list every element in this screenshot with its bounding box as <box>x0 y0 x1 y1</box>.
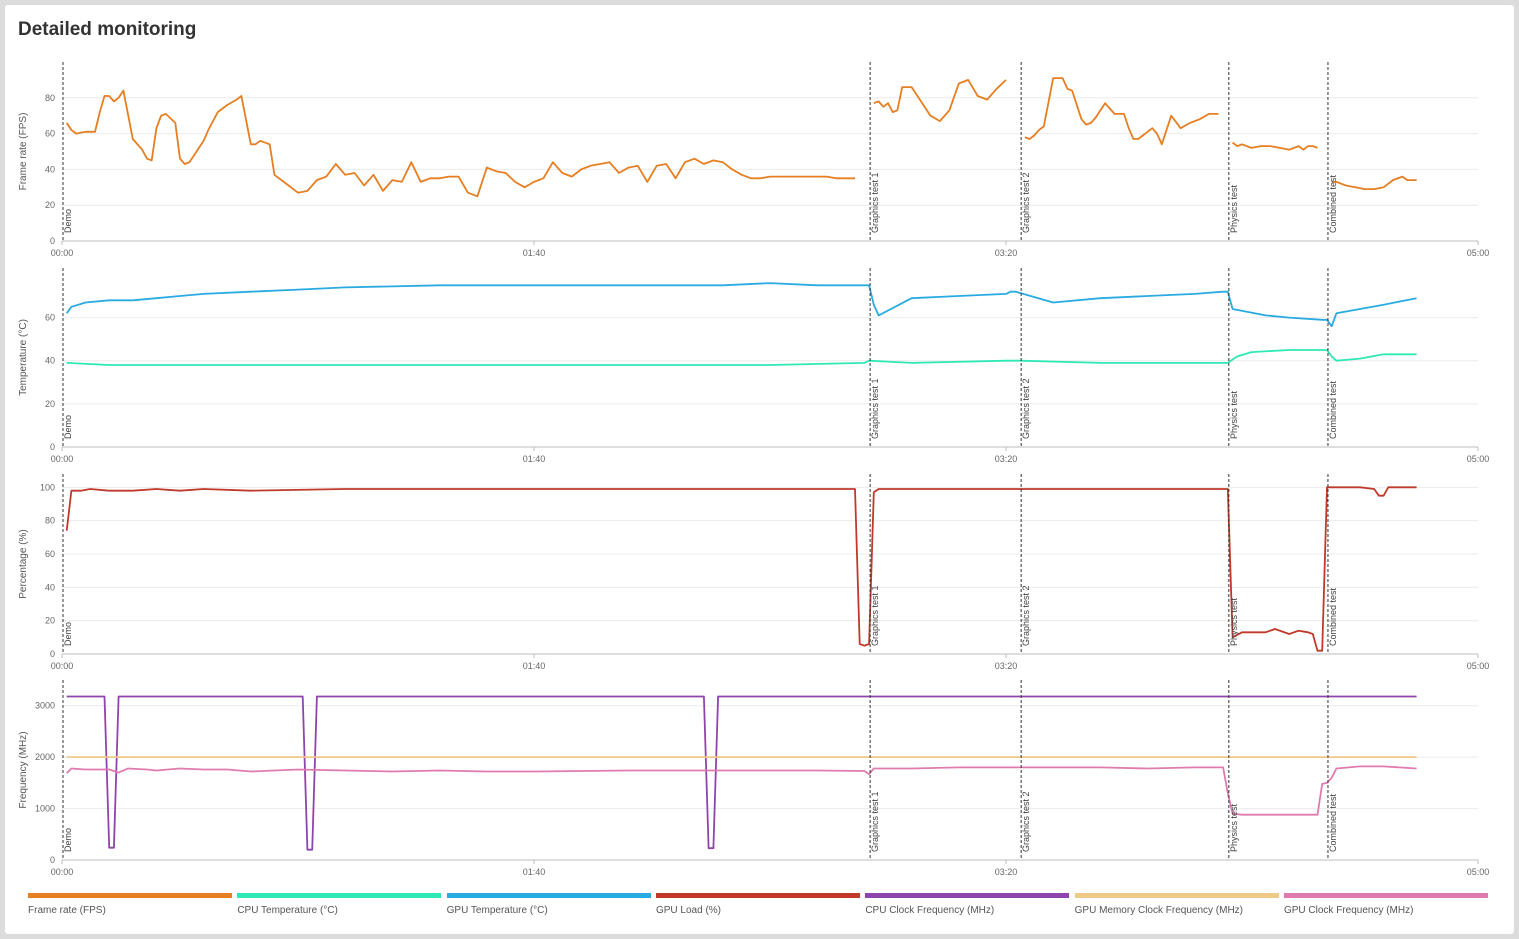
series-line <box>1024 77 1219 146</box>
phase-label: Combined test <box>1328 587 1338 646</box>
x-tick-label: 03:20 <box>995 454 1018 464</box>
y-tick-label: 100 <box>40 482 55 492</box>
phase-label: Graphics test 1 <box>870 585 880 646</box>
phase-label: Physics test <box>1229 803 1239 852</box>
legend-item[interactable]: GPU Temperature (°C) <box>446 893 651 923</box>
chart-3: 0 20 40 60 80 100 00:00 01:40 03:20 05:00 Percenta… <box>18 474 1489 671</box>
chart-1: 0 20 40 60 80 00:00 01:40 03:20 05:00 Frame rate … <box>18 62 1489 258</box>
series-line <box>1232 141 1318 151</box>
legend-item[interactable]: CPU Clock Frequency (MHz) <box>865 893 1070 923</box>
y-tick-label: 40 <box>45 164 55 174</box>
legend-swatch <box>1074 893 1279 898</box>
series-line <box>873 79 1007 122</box>
x-tick-label: 01:40 <box>523 248 546 258</box>
y-tick-label: 40 <box>45 356 55 366</box>
phase-label: Combined test <box>1328 793 1338 852</box>
detailed-monitoring-panel: Detailed monitoring 0 20 40 60 80 00:00 01:40 0… <box>5 5 1514 934</box>
y-tick-label: 80 <box>45 93 55 103</box>
legend-label: GPU Clock Frequency (MHz) <box>1283 905 1414 916</box>
legend-swatch <box>655 893 860 898</box>
x-tick-label: 00:00 <box>51 867 74 877</box>
phase-label: Graphics test 1 <box>870 378 880 439</box>
phase-label: Physics test <box>1229 597 1239 646</box>
legend-item[interactable]: CPU Temperature (°C) <box>237 893 442 923</box>
y-tick-label: 20 <box>45 616 55 626</box>
y-axis-label: Frame rate (FPS) <box>18 113 29 191</box>
series-line <box>66 349 1417 366</box>
legend-swatch <box>237 893 442 898</box>
phase-label: Graphics test 2 <box>1021 791 1031 852</box>
y-tick-label: 60 <box>45 129 55 139</box>
y-axis-label: Frequency (MHz) <box>18 731 29 808</box>
monitoring-charts: 0 20 40 60 80 00:00 01:40 03:20 05:00 Frame rate … <box>18 62 1489 877</box>
phase-label: Graphics test 2 <box>1021 378 1031 439</box>
x-tick-label: 01:40 <box>523 867 546 877</box>
x-tick-label: 00:00 <box>51 248 74 258</box>
y-tick-label: 60 <box>45 313 55 323</box>
legend-label: GPU Load (%) <box>655 905 722 916</box>
legend-item[interactable]: GPU Load (%) <box>655 893 860 923</box>
phase-label: Graphics test 1 <box>870 172 880 233</box>
x-tick-label: 05:00 <box>1467 661 1490 671</box>
phase-label: Demo <box>63 415 73 439</box>
legend-label: Frame rate (FPS) <box>28 905 106 916</box>
y-tick-label: 20 <box>45 200 55 210</box>
x-tick-label: 03:20 <box>995 248 1018 258</box>
phase-label: Physics test <box>1229 184 1239 233</box>
y-tick-label: 20 <box>45 399 55 409</box>
x-tick-label: 01:40 <box>523 454 546 464</box>
y-tick-label: 0 <box>50 442 55 452</box>
series-line <box>65 282 1417 328</box>
x-tick-label: 00:00 <box>51 454 74 464</box>
x-tick-label: 00:00 <box>51 661 74 671</box>
chart-legend: Frame rate (FPS) CPU Temperature (°C) GPU … <box>28 893 1488 923</box>
series-line <box>66 765 1417 816</box>
x-tick-label: 01:40 <box>523 661 546 671</box>
y-tick-label: 2000 <box>35 752 55 762</box>
legend-label: GPU Memory Clock Frequency (MHz) <box>1074 905 1243 916</box>
phase-label: Physics test <box>1229 390 1239 439</box>
y-tick-label: 80 <box>45 516 55 526</box>
y-tick-label: 0 <box>50 649 55 659</box>
legend-label: CPU Clock Frequency (MHz) <box>865 905 995 916</box>
legend-swatch <box>446 893 651 898</box>
y-tick-label: 0 <box>50 236 55 246</box>
series-line <box>65 486 1417 652</box>
legend-swatch <box>865 893 1070 898</box>
y-tick-label: 40 <box>45 582 55 592</box>
y-tick-label: 60 <box>45 549 55 559</box>
chart-4: 0 1000 2000 3000 00:00 01:40 03:20 05:00 Frequen… <box>18 680 1489 877</box>
legend-swatch <box>28 893 232 898</box>
series-line <box>1331 175 1417 191</box>
phase-label: Demo <box>63 209 73 233</box>
y-tick-label: 3000 <box>35 701 55 711</box>
x-tick-label: 05:00 <box>1467 867 1490 877</box>
x-tick-label: 03:20 <box>995 661 1018 671</box>
phase-label: Combined test <box>1328 380 1338 439</box>
legend-item[interactable]: Frame rate (FPS) <box>28 893 232 923</box>
legend-item[interactable]: GPU Memory Clock Frequency (MHz) <box>1074 893 1279 923</box>
y-tick-label: 0 <box>50 855 55 865</box>
phase-label: Graphics test 2 <box>1021 585 1031 646</box>
phase-label: Graphics test 2 <box>1021 172 1031 233</box>
legend-label: GPU Temperature (°C) <box>446 905 548 916</box>
x-tick-label: 03:20 <box>995 867 1018 877</box>
y-axis-label: Percentage (%) <box>18 529 29 598</box>
series-line <box>65 89 855 198</box>
legend-label: CPU Temperature (°C) <box>237 905 338 916</box>
phase-label: Combined test <box>1328 174 1338 233</box>
phase-label: Demo <box>63 622 73 646</box>
series-line <box>66 695 1417 851</box>
phase-label: Graphics test 1 <box>870 791 880 852</box>
y-tick-label: 1000 <box>35 804 55 814</box>
page-title: Detailed monitoring <box>18 19 197 40</box>
chart-2: 0 20 40 60 00:00 01:40 03:20 05:00 Temperature (… <box>18 268 1489 464</box>
x-tick-label: 05:00 <box>1467 248 1490 258</box>
y-axis-label: Temperature (°C) <box>18 319 29 396</box>
x-tick-label: 05:00 <box>1467 454 1490 464</box>
legend-item[interactable]: GPU Clock Frequency (MHz) <box>1283 893 1488 923</box>
phase-label: Demo <box>63 828 73 852</box>
legend-swatch <box>1283 893 1488 898</box>
